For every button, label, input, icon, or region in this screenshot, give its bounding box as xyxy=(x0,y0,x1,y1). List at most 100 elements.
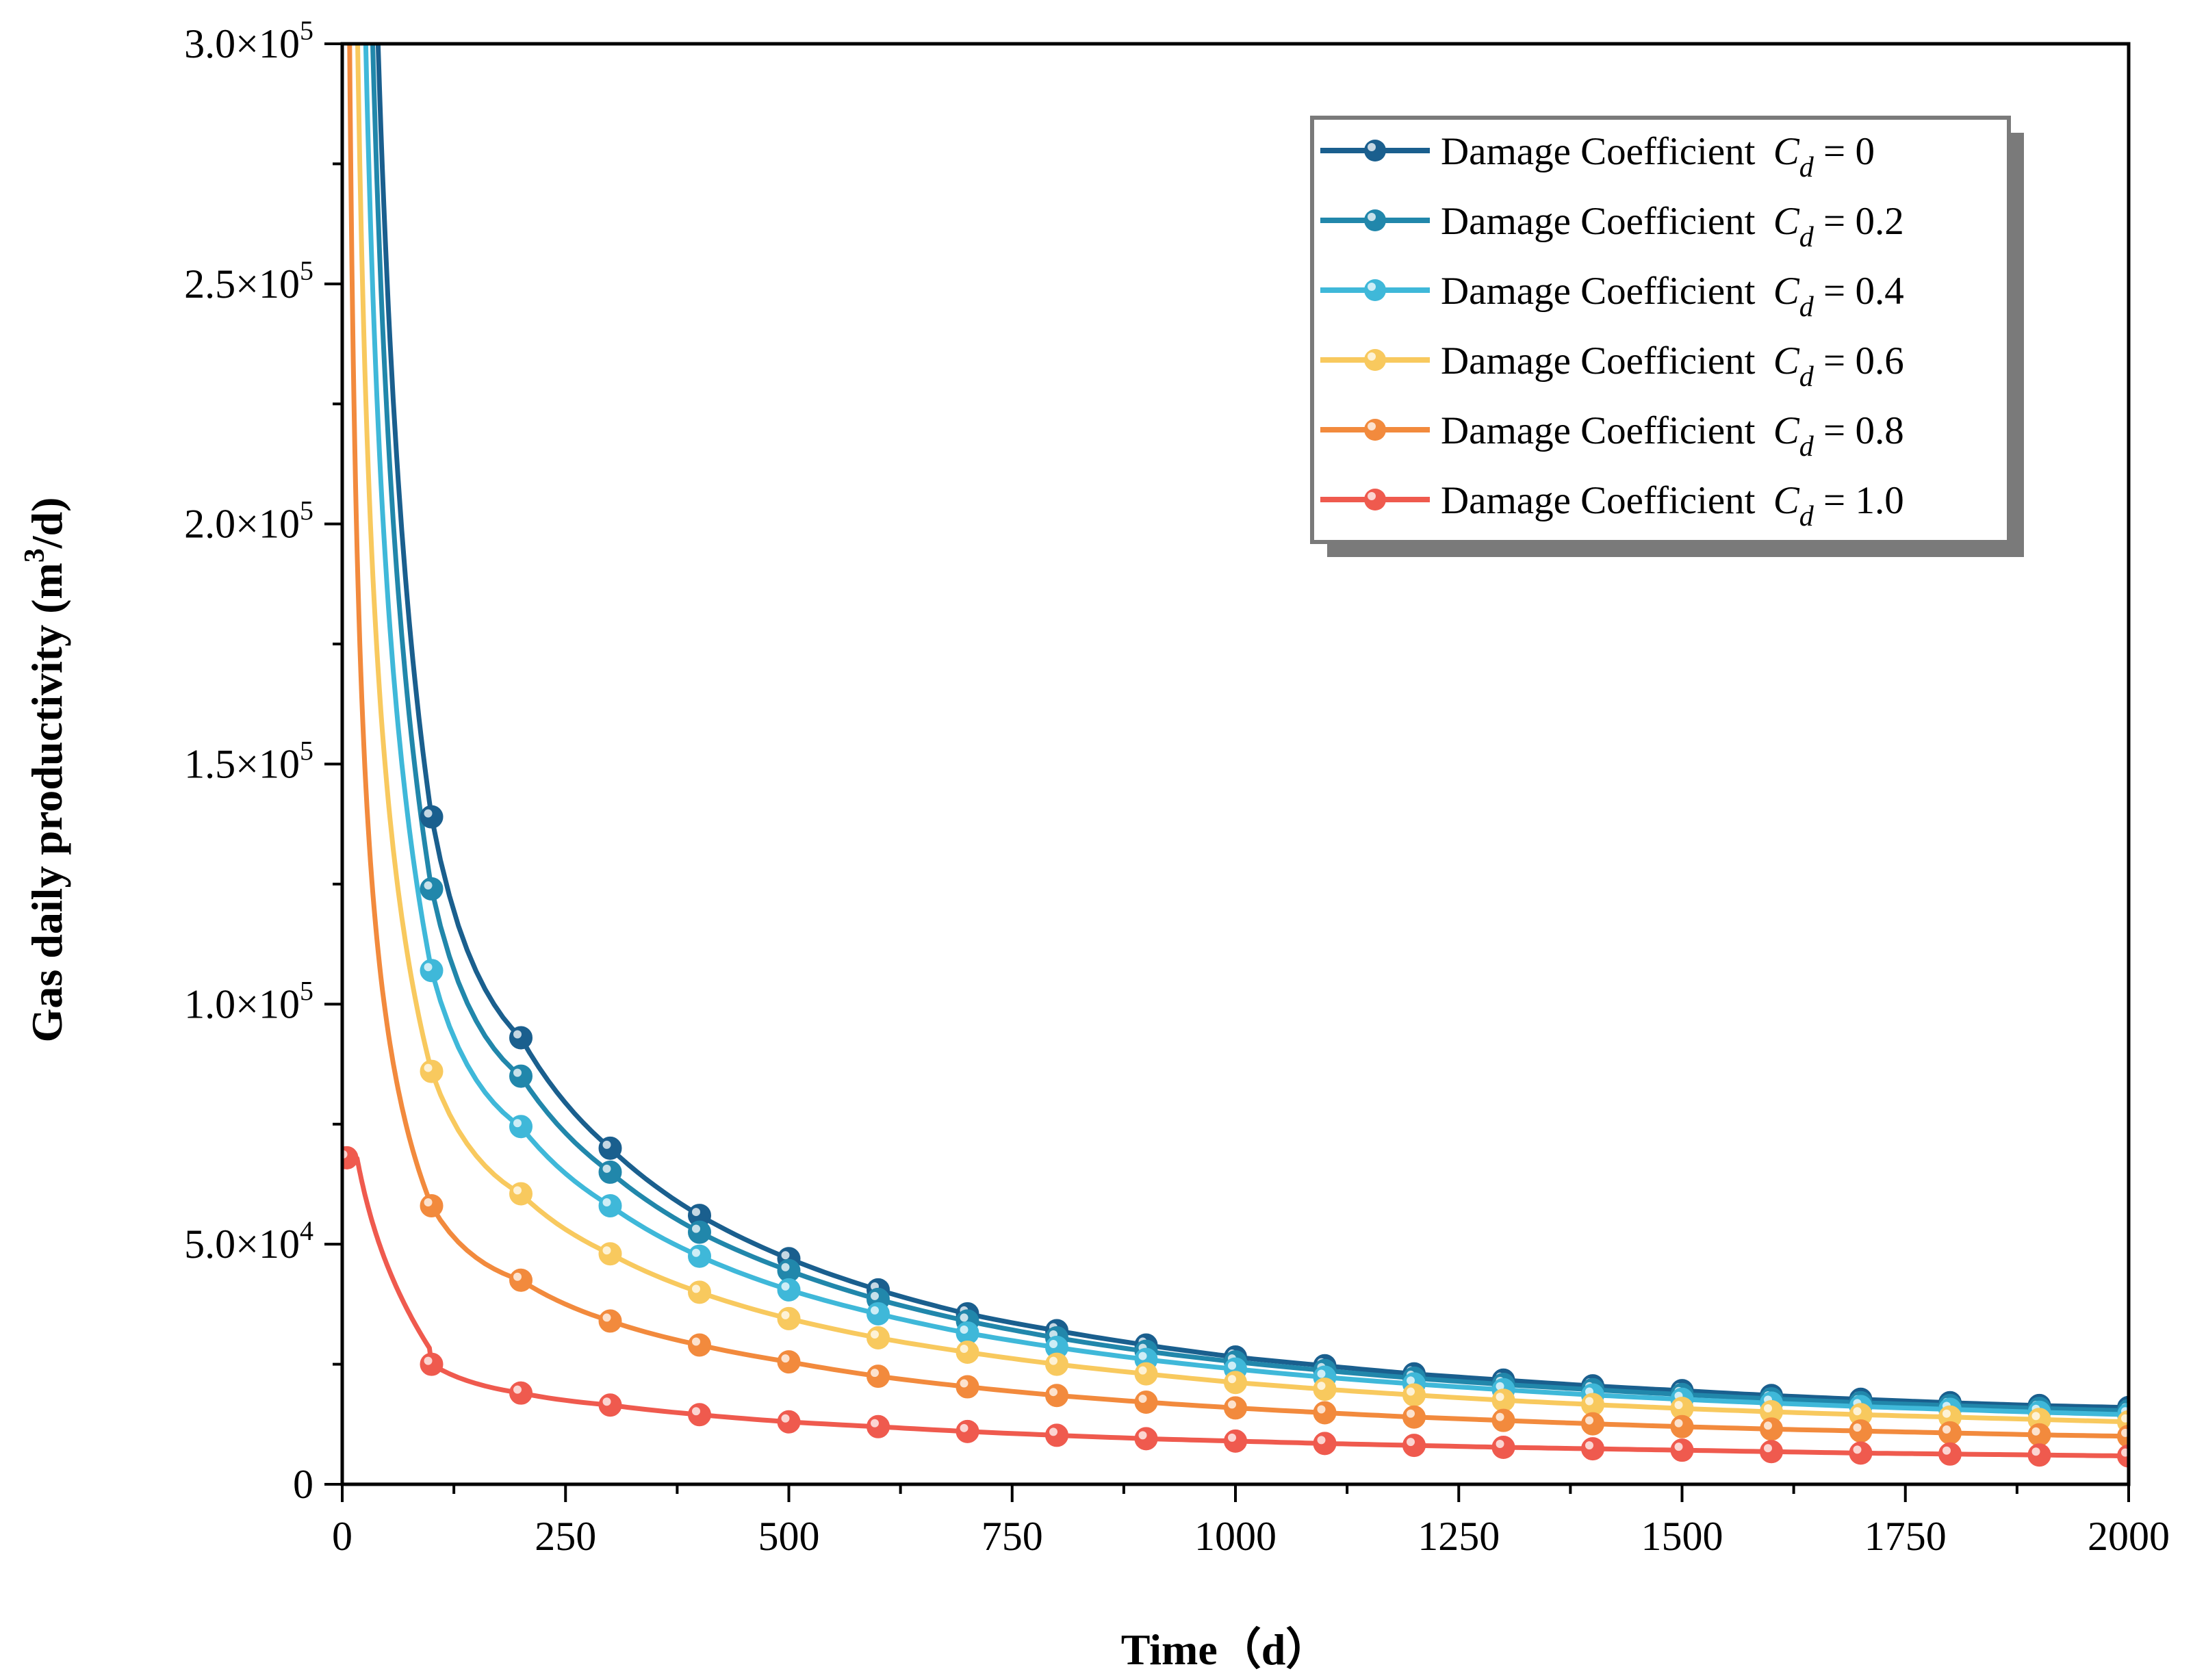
data-point-highlight xyxy=(602,1246,611,1255)
data-point xyxy=(1134,1427,1158,1451)
data-point-highlight xyxy=(2121,1428,2129,1437)
data-point xyxy=(509,1026,533,1050)
data-point xyxy=(867,1302,890,1326)
data-point xyxy=(1849,1419,1873,1443)
data-point xyxy=(688,1280,711,1304)
data-point-highlight xyxy=(960,1379,969,1388)
data-point xyxy=(956,1419,979,1443)
data-point-highlight xyxy=(1138,1366,1147,1375)
data-point xyxy=(688,1244,711,1268)
data-point-highlight xyxy=(1049,1427,1057,1436)
x-tick-label: 2000 xyxy=(2088,1514,2170,1559)
y-tick-label: 1.0×105 xyxy=(184,975,313,1026)
data-point-highlight xyxy=(1764,1404,1772,1413)
data-point-highlight xyxy=(1942,1425,1951,1434)
data-point xyxy=(2027,1443,2051,1467)
data-point-highlight xyxy=(513,1030,522,1039)
legend-swatch-highlight xyxy=(1368,492,1376,500)
data-point-highlight xyxy=(1674,1443,1683,1451)
data-point xyxy=(1581,1437,1604,1461)
y-tick-label: 0 xyxy=(293,1462,313,1507)
data-point-highlight xyxy=(1228,1375,1236,1384)
series-line xyxy=(344,1155,2129,1459)
data-point xyxy=(1760,1417,1783,1441)
data-point xyxy=(420,877,444,901)
x-tick-label: 1250 xyxy=(1418,1514,1500,1559)
data-point xyxy=(688,1333,711,1357)
data-point xyxy=(1938,1442,1962,1466)
data-point-highlight xyxy=(1942,1446,1951,1455)
data-point-highlight xyxy=(781,1282,790,1291)
legend-swatch-marker xyxy=(1364,419,1386,441)
data-point xyxy=(777,1350,801,1374)
data-point-highlight xyxy=(513,1272,522,1281)
data-point xyxy=(1402,1434,1426,1458)
x-tick-label: 1750 xyxy=(1864,1514,1947,1559)
data-point-highlight xyxy=(1496,1382,1504,1391)
x-tick-label: 250 xyxy=(535,1514,596,1559)
data-point-highlight xyxy=(513,1186,522,1195)
legend-swatch-marker xyxy=(1364,489,1386,511)
data-point xyxy=(777,1278,801,1302)
data-point xyxy=(1224,1396,1247,1420)
data-point-highlight xyxy=(781,1251,790,1260)
data-point-highlight xyxy=(1496,1393,1504,1401)
data-point-highlight xyxy=(2121,1448,2129,1457)
legend-label: Damage Coefficient Cd = 0.2 xyxy=(1441,200,1904,253)
data-point-highlight xyxy=(1853,1407,1862,1416)
data-point-highlight xyxy=(1138,1431,1147,1440)
data-point-highlight xyxy=(960,1325,969,1334)
y-tick-label: 2.5×105 xyxy=(184,255,313,307)
data-point xyxy=(1491,1408,1515,1432)
data-point xyxy=(688,1403,711,1427)
data-point-highlight xyxy=(692,1284,700,1293)
data-point xyxy=(342,1146,359,1169)
data-point-highlight xyxy=(692,1208,700,1217)
data-point-highlight xyxy=(602,1397,611,1406)
data-point-highlight xyxy=(692,1337,700,1346)
data-point-highlight xyxy=(781,1310,790,1319)
y-tick-label: 1.5×105 xyxy=(184,736,313,787)
data-point-highlight xyxy=(2031,1412,2040,1421)
data-point-highlight xyxy=(692,1224,700,1233)
series-line xyxy=(363,44,2129,1417)
data-point-highlight xyxy=(960,1423,969,1432)
x-tick-label: 750 xyxy=(982,1514,1043,1559)
data-point-highlight xyxy=(692,1407,700,1416)
data-point xyxy=(509,1381,533,1405)
data-point xyxy=(1491,1388,1515,1412)
data-point-highlight xyxy=(871,1369,879,1378)
data-point xyxy=(1313,1432,1337,1456)
legend-box xyxy=(1310,116,2011,544)
data-point xyxy=(1670,1438,1694,1462)
y-axis: 0 5.0×104 1.0×105 1.5×105 2.0×105 2.5×105 3.0×… xyxy=(184,15,342,1507)
data-point-highlight xyxy=(1585,1397,1593,1406)
data-point xyxy=(598,1194,622,1218)
data-point-highlight xyxy=(781,1263,790,1271)
data-point-highlight xyxy=(871,1330,879,1339)
data-point-highlight xyxy=(871,1306,879,1315)
data-point xyxy=(867,1326,890,1349)
data-point-highlight xyxy=(1496,1412,1504,1421)
x-axis-label: Time（d） xyxy=(1121,1625,1330,1674)
data-point-highlight xyxy=(1407,1409,1415,1418)
data-point xyxy=(1581,1412,1604,1436)
data-point-highlight xyxy=(1853,1445,1862,1454)
data-point xyxy=(598,1160,622,1184)
data-point xyxy=(1670,1414,1694,1438)
data-point-highlight xyxy=(1585,1441,1593,1450)
legend-swatch-marker xyxy=(1364,279,1386,301)
x-tick-label: 1000 xyxy=(1194,1514,1277,1559)
data-point-highlight xyxy=(1228,1361,1236,1370)
series-markers xyxy=(342,805,2129,1468)
data-point xyxy=(1134,1391,1158,1414)
data-point-highlight xyxy=(692,1248,700,1257)
x-tick-label: 0 xyxy=(332,1514,352,1559)
legend-swatch-highlight xyxy=(1368,213,1376,221)
data-point xyxy=(867,1414,890,1438)
legend-label: Damage Coefficient Cd = 0.6 xyxy=(1441,339,1904,393)
data-point xyxy=(1313,1378,1337,1401)
data-point-highlight xyxy=(1228,1400,1236,1409)
data-point-highlight xyxy=(1228,1433,1236,1442)
x-tick-label: 1500 xyxy=(1641,1514,1723,1559)
